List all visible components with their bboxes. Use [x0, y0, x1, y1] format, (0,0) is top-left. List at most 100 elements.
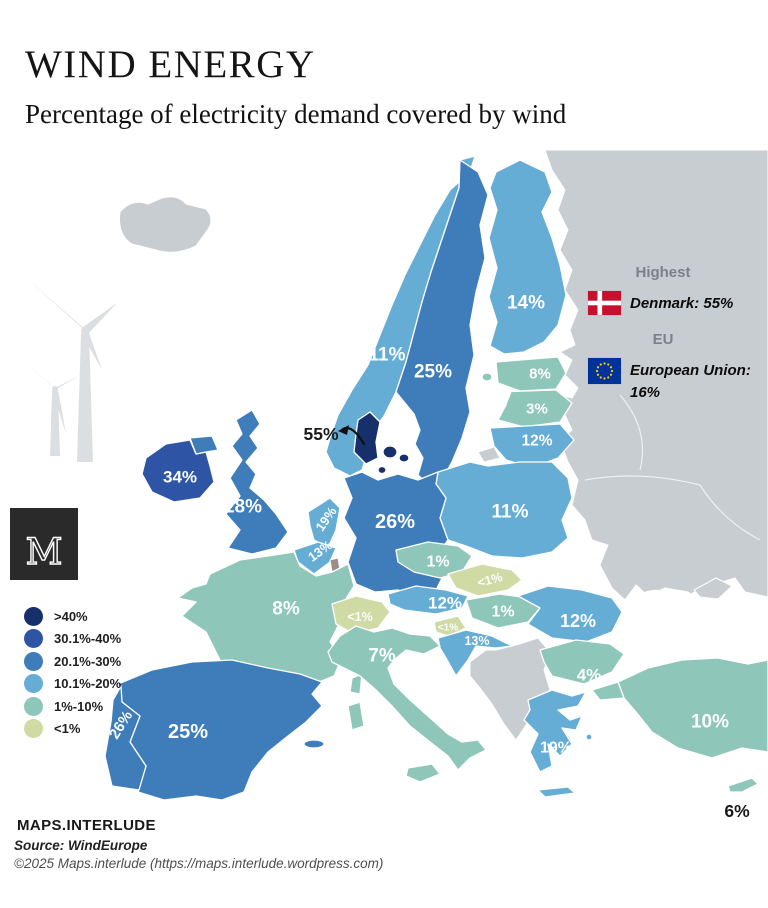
country-finland — [488, 159, 567, 355]
legend: >40% 30.1%-40% 20.1%-30% 10.1%-20% 1%-10… — [24, 606, 121, 741]
eu-label: European Union: 16% — [630, 358, 751, 404]
estonia-islands — [481, 372, 493, 382]
country-bulgaria — [539, 639, 625, 685]
crete — [537, 786, 576, 798]
label-france: 8% — [272, 599, 300, 620]
country-cyprus — [727, 777, 759, 793]
denmark-arrowhead — [338, 425, 349, 435]
sardinia — [347, 701, 365, 731]
label-bulgaria: 4% — [577, 666, 602, 685]
logo-m-icon: M — [25, 531, 63, 573]
label-slovenia: <1% — [438, 623, 458, 634]
footer-source: Source: WindEurope — [14, 838, 148, 853]
country-turkey — [617, 657, 768, 759]
country-switzerland — [331, 595, 391, 635]
legend-label: 10.1%-20% — [54, 676, 122, 691]
label-switzerland: <1% — [347, 610, 372, 624]
legend-swatch-cat6 — [24, 719, 43, 738]
label-slovakia: <1% — [476, 570, 504, 590]
country-spain — [117, 659, 323, 801]
legend-row: 20.1%-30% — [24, 651, 121, 671]
label-czechia: 1% — [426, 554, 449, 571]
aegean-island — [585, 733, 593, 741]
denmark-jutland — [353, 411, 381, 465]
black-sea — [630, 584, 768, 655]
page-subtitle: Percentage of electricity demand covered… — [25, 98, 567, 129]
country-ireland — [141, 439, 215, 503]
label-spain: 25% — [168, 721, 208, 743]
sicily — [405, 763, 441, 783]
label-croatia: 13% — [464, 634, 489, 648]
legend-row: <1% — [24, 719, 121, 739]
eu-heading: EU — [652, 331, 674, 348]
label-united-kingdom: 28% — [224, 497, 262, 518]
kaliningrad — [477, 446, 501, 463]
denmark-island3 — [377, 465, 387, 475]
legend-swatch-cat4 — [24, 674, 43, 693]
legend-label: >40% — [54, 608, 88, 624]
legend-swatch-cat5 — [24, 696, 43, 716]
legend-swatch-cat2 — [24, 629, 43, 648]
maps-interlude-logo: M — [10, 508, 78, 580]
legend-row: 1%-10% — [24, 696, 121, 716]
legend-label: 1%-10% — [54, 698, 104, 714]
label-austria: 12% — [428, 594, 462, 613]
label-poland: 11% — [492, 502, 529, 523]
crimea — [693, 577, 733, 600]
label-germany: 26% — [375, 511, 415, 533]
svg-text:M: M — [26, 532, 63, 573]
footer-copyright: ©2025 Maps.interlude (https://maps.inter… — [14, 856, 384, 871]
label-ireland: 34% — [163, 468, 197, 487]
country-united-kingdom — [225, 409, 289, 555]
eu-label-line1: European Union: — [630, 362, 751, 379]
label-denmark: 55% — [303, 424, 338, 444]
label-greece: 19% — [540, 740, 572, 757]
country-italy — [327, 625, 487, 771]
eu-flag-icon — [588, 358, 621, 384]
label-romania: 12% — [560, 611, 596, 631]
legend-label: <1% — [54, 721, 81, 736]
northern-ireland — [189, 435, 219, 455]
wind-turbine-small-icon — [18, 356, 79, 456]
denmark-flag-icon — [588, 291, 621, 315]
legend-row: 30.1%-40% — [24, 629, 121, 649]
label-estonia: 8% — [529, 366, 551, 383]
gulf-of-riga — [495, 390, 512, 406]
callouts-panel: Highest Denmark: 55% EU European Union: … — [588, 264, 764, 404]
footer: MAPS.INTERLUDE Source: WindEurope ©2025 … — [14, 817, 383, 871]
turkish-thrace — [591, 681, 625, 701]
page-title: WIND ENERGY — [25, 43, 316, 86]
eu-row: European Union: 16% — [588, 358, 764, 404]
label-italy: 7% — [368, 646, 396, 667]
country-estonia — [495, 356, 567, 392]
country-slovakia — [447, 563, 523, 597]
country-iceland — [119, 196, 212, 253]
country-denmark — [353, 411, 410, 475]
country-romania — [517, 585, 623, 643]
label-sweden: 25% — [414, 362, 452, 383]
legend-swatch-cat3 — [24, 651, 43, 671]
highest-heading: Highest — [635, 264, 691, 281]
denmark-zealand — [382, 445, 398, 459]
label-cyprus: 6% — [724, 801, 750, 821]
label-hungary: 1% — [491, 604, 514, 621]
balearic-islands — [303, 739, 325, 749]
legend-label: 30.1%-40% — [54, 631, 122, 646]
highest-row: Denmark: 55% — [588, 291, 764, 315]
country-germany — [343, 471, 449, 597]
label-lithuania: 12% — [521, 433, 552, 450]
header: WIND ENERGY Percentage of electricity de… — [25, 43, 567, 130]
gray-internal-borders — [584, 394, 761, 541]
country-portugal — [104, 685, 147, 791]
label-finland: 14% — [507, 293, 545, 314]
highest-label: Denmark: 55% — [630, 295, 734, 312]
label-turkey: 10% — [691, 712, 729, 733]
legend-label: 20.1%-30% — [54, 653, 122, 669]
country-greece — [523, 689, 587, 773]
country-croatia — [437, 629, 513, 677]
country-austria — [387, 585, 469, 615]
legend-swatch-cat1 — [24, 606, 43, 626]
wind-turbine-large-icon — [24, 276, 117, 462]
